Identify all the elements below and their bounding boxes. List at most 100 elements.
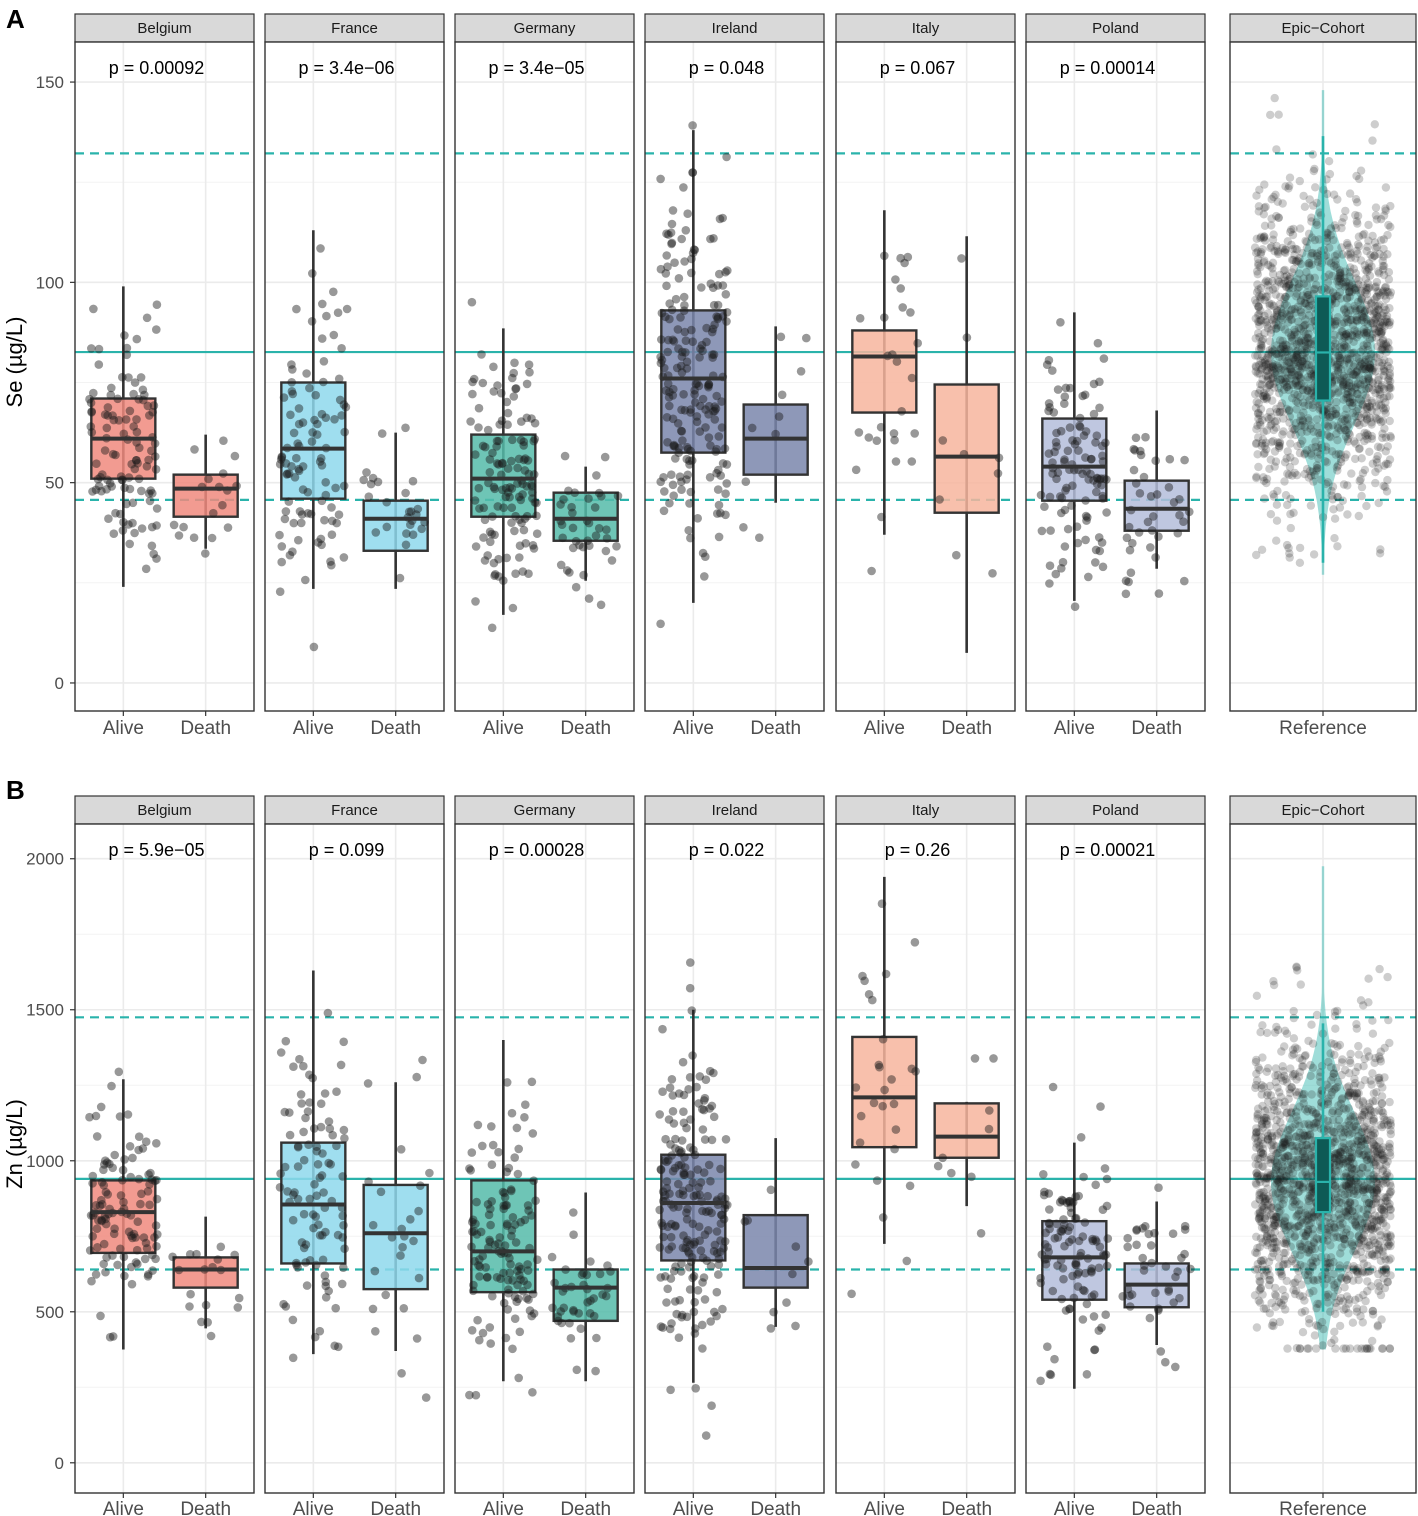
data-point: [1359, 325, 1369, 334]
p-value-label: p = 0.00028: [489, 840, 585, 860]
data-point: [1259, 1172, 1269, 1182]
data-point: [118, 1175, 127, 1185]
data-point: [1263, 373, 1273, 382]
data-point: [709, 1112, 719, 1122]
data-point: [711, 447, 720, 456]
data-point: [1343, 332, 1353, 341]
data-point: [1098, 451, 1107, 461]
data-point: [1380, 317, 1390, 326]
data-point: [1333, 1108, 1343, 1118]
data-point: [1334, 424, 1343, 433]
data-point: [321, 478, 331, 487]
data-point: [1136, 446, 1145, 456]
data-point: [334, 1342, 343, 1352]
data-point: [1256, 344, 1266, 353]
data-point: [1261, 202, 1270, 212]
data-point: [1264, 277, 1273, 286]
data-point: [418, 1055, 427, 1065]
data-point: [1278, 336, 1287, 346]
data-point: [1298, 436, 1307, 445]
data-point: [1262, 316, 1271, 325]
data-point: [1341, 410, 1350, 419]
data-point: [119, 1252, 129, 1262]
data-point: [1332, 463, 1342, 472]
data-point: [791, 1321, 800, 1331]
data-point: [1336, 294, 1345, 303]
data-point: [1303, 1344, 1312, 1353]
data-point: [1260, 494, 1269, 503]
data-point: [576, 1324, 586, 1333]
data-point: [516, 495, 526, 505]
data-point: [1295, 362, 1304, 371]
data-point: [1368, 459, 1378, 468]
data-point: [1280, 308, 1290, 317]
data-point: [521, 1100, 530, 1109]
data-point: [718, 213, 727, 223]
data-point: [87, 408, 96, 417]
data-point: [1364, 357, 1374, 366]
data-point: [721, 267, 730, 277]
data-point: [1367, 1282, 1376, 1291]
data-point: [425, 1168, 434, 1178]
data-point: [499, 1298, 509, 1308]
data-point: [1378, 1143, 1388, 1152]
data-point: [667, 239, 676, 249]
data-point: [1259, 473, 1268, 482]
data-point: [498, 458, 507, 468]
data-point: [1362, 327, 1371, 336]
data-point: [1272, 349, 1281, 358]
data-point: [315, 1326, 325, 1336]
data-point: [1270, 368, 1279, 378]
data-point: [1274, 443, 1284, 452]
data-point: [1368, 1029, 1378, 1038]
data-point: [1056, 492, 1065, 501]
data-point: [671, 1144, 680, 1153]
data-point: [1274, 363, 1284, 373]
data-point: [1353, 1344, 1362, 1353]
iqr-box: [1123, 479, 1190, 532]
data-point: [1361, 355, 1371, 364]
data-point: [489, 558, 499, 568]
data-point: [1277, 311, 1287, 321]
data-point: [517, 518, 526, 528]
data-point: [1067, 501, 1076, 510]
data-point: [714, 465, 723, 475]
data-point: [985, 1106, 994, 1115]
data-point: [1305, 396, 1314, 405]
data-point: [1287, 367, 1297, 377]
data-point: [511, 511, 520, 521]
data-point: [1056, 318, 1065, 327]
data-point: [491, 570, 500, 579]
data-point: [686, 1143, 695, 1152]
data-point: [152, 1139, 161, 1148]
data-point: [663, 262, 672, 272]
data-point: [477, 350, 486, 359]
data-point: [1332, 223, 1341, 233]
data-point: [1333, 492, 1342, 502]
data-point: [1280, 1026, 1290, 1036]
data-point: [1345, 1205, 1355, 1214]
data-point: [109, 1229, 119, 1239]
data-point: [1294, 279, 1304, 289]
data-point: [368, 1304, 378, 1314]
data-point: [875, 1062, 884, 1072]
data-point: [1268, 235, 1278, 244]
data-point: [1036, 490, 1046, 500]
data-point: [701, 405, 710, 414]
data-point: [671, 454, 680, 463]
data-point: [712, 312, 721, 321]
data-point: [688, 1178, 698, 1187]
data-point: [1380, 367, 1390, 376]
data-point: [1282, 1276, 1291, 1286]
data-point: [1082, 467, 1091, 476]
data-point: [1292, 257, 1301, 267]
data-point: [147, 446, 156, 456]
data-point: [529, 544, 539, 553]
data-point: [1285, 462, 1295, 472]
data-point: [613, 491, 623, 501]
data-point: [1306, 1060, 1315, 1070]
data-point: [1058, 1196, 1068, 1205]
facet-title: Belgium: [137, 20, 191, 37]
data-point: [676, 361, 686, 371]
data-point: [309, 1124, 319, 1133]
